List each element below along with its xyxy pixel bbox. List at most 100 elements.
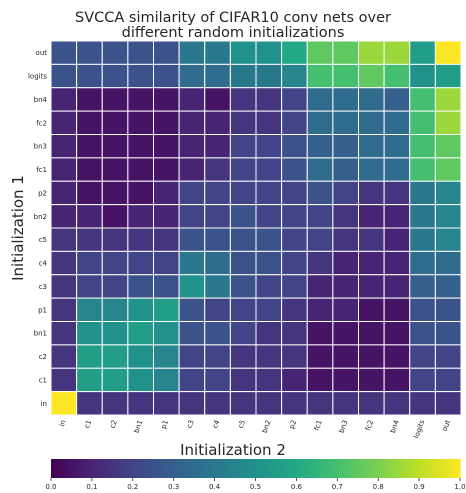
heatmap-cell	[178, 250, 206, 276]
heatmap-cell	[434, 367, 462, 393]
colorbar-segment	[237, 459, 241, 478]
colorbar-tick-label: 0.6	[291, 483, 303, 491]
heatmap-cell	[281, 274, 308, 299]
colorbar-segment	[357, 459, 361, 478]
colorbar-segment	[373, 459, 377, 478]
colorbar-segment	[365, 459, 369, 478]
heatmap-cell	[434, 250, 462, 276]
heatmap-cell	[229, 274, 257, 299]
heatmap-cell	[178, 274, 206, 299]
heatmap-cell	[127, 227, 154, 252]
y-tick-label: c5	[39, 236, 47, 244]
heatmap-cell	[76, 274, 103, 299]
heatmap-cell	[229, 391, 257, 416]
y-tick-label: p1	[38, 306, 47, 314]
heatmap-cell	[76, 110, 103, 135]
colorbar-segment	[74, 459, 78, 478]
colorbar-segment	[283, 459, 287, 478]
colorbar-segment	[301, 459, 305, 478]
heatmap-cell	[127, 344, 154, 369]
heatmap-cell	[255, 180, 283, 206]
heatmap-cell	[204, 321, 231, 346]
heatmap-cell	[332, 227, 359, 252]
heatmap-cell	[153, 344, 180, 369]
heatmap-cell	[383, 63, 411, 89]
colorbar-segment	[66, 459, 70, 478]
heatmap-cell	[409, 391, 436, 416]
colorbar-segment	[79, 459, 83, 478]
heatmap-cell	[204, 40, 231, 65]
heatmap-cell	[358, 157, 385, 182]
heatmap-cell	[281, 367, 308, 393]
colorbar-segment	[288, 459, 292, 478]
colorbar-segment	[436, 459, 441, 478]
heatmap-cell	[127, 250, 154, 276]
heatmap-cell	[281, 227, 308, 252]
x-tick-label: bn4	[389, 418, 401, 434]
heatmap-cell	[153, 297, 180, 322]
heatmap-cell	[434, 344, 462, 369]
x-tick-label: c1	[83, 419, 93, 430]
heatmap-cell	[204, 63, 231, 89]
heatmap-cell	[101, 40, 129, 65]
colorbar-segment	[378, 459, 382, 478]
colorbar-segment	[419, 459, 423, 478]
colorbar-segment	[355, 459, 359, 478]
heatmap-cell	[127, 63, 154, 89]
colorbar-segment	[229, 459, 234, 478]
heatmap-cell	[153, 321, 180, 346]
heatmap-cell	[306, 227, 334, 252]
heatmap-cell	[50, 110, 78, 135]
heatmap-cell	[178, 367, 206, 393]
heatmap-cell	[153, 40, 180, 65]
colorbar-segment	[222, 459, 226, 478]
colorbar-segment	[130, 459, 134, 478]
colorbar-segment	[214, 459, 218, 478]
chart-title-line-2: different random initializations	[121, 25, 345, 41]
colorbar-segment	[91, 459, 96, 478]
heatmap-cell	[358, 87, 385, 112]
heatmap-cell	[281, 110, 308, 135]
heatmap-cell	[306, 134, 334, 159]
heatmap-cell	[50, 180, 78, 206]
colorbar-tick-label: 0.2	[127, 483, 138, 491]
colorbar-segment	[242, 459, 246, 478]
heatmap-cell	[204, 391, 231, 416]
colorbar-segment	[286, 459, 290, 478]
y-tick-label: out	[36, 49, 48, 57]
heatmap-cell	[409, 63, 436, 89]
colorbar-segment	[291, 459, 295, 478]
colorbar-segment	[429, 459, 433, 478]
heatmap-cell	[306, 367, 334, 393]
heatmap-cell	[127, 40, 154, 65]
heatmap-cell	[229, 297, 257, 322]
colorbar-segment	[191, 459, 195, 478]
colorbar-segment	[153, 459, 157, 478]
heatmap-cell	[409, 274, 436, 299]
heatmap-cell	[101, 367, 129, 393]
colorbar-segment	[204, 459, 208, 478]
heatmap-cell	[358, 134, 385, 159]
y-tick-label: c1	[39, 376, 47, 384]
heatmap-cell	[255, 274, 283, 299]
heatmap-cell	[204, 367, 231, 393]
x-tick-label: fc2	[364, 419, 375, 432]
heatmap-cell	[153, 250, 180, 276]
heatmap-cell	[76, 204, 103, 229]
colorbar-tick-label: 0.8	[373, 483, 384, 491]
x-tick-label: in	[58, 419, 68, 428]
colorbar-segment	[390, 459, 395, 478]
heatmap-cell	[204, 180, 231, 206]
heatmap-cell	[50, 274, 78, 299]
colorbar-segment	[163, 459, 167, 478]
x-tick-label: logits	[412, 419, 426, 440]
heatmap-cell	[281, 180, 308, 206]
heatmap-cell	[434, 227, 462, 252]
heatmap-cell	[434, 297, 462, 322]
heatmap-cell	[255, 321, 283, 346]
colorbar-segment	[309, 459, 313, 478]
heatmap-cell	[50, 321, 78, 346]
colorbar-segment	[114, 459, 119, 478]
heatmap-cell	[332, 204, 359, 229]
